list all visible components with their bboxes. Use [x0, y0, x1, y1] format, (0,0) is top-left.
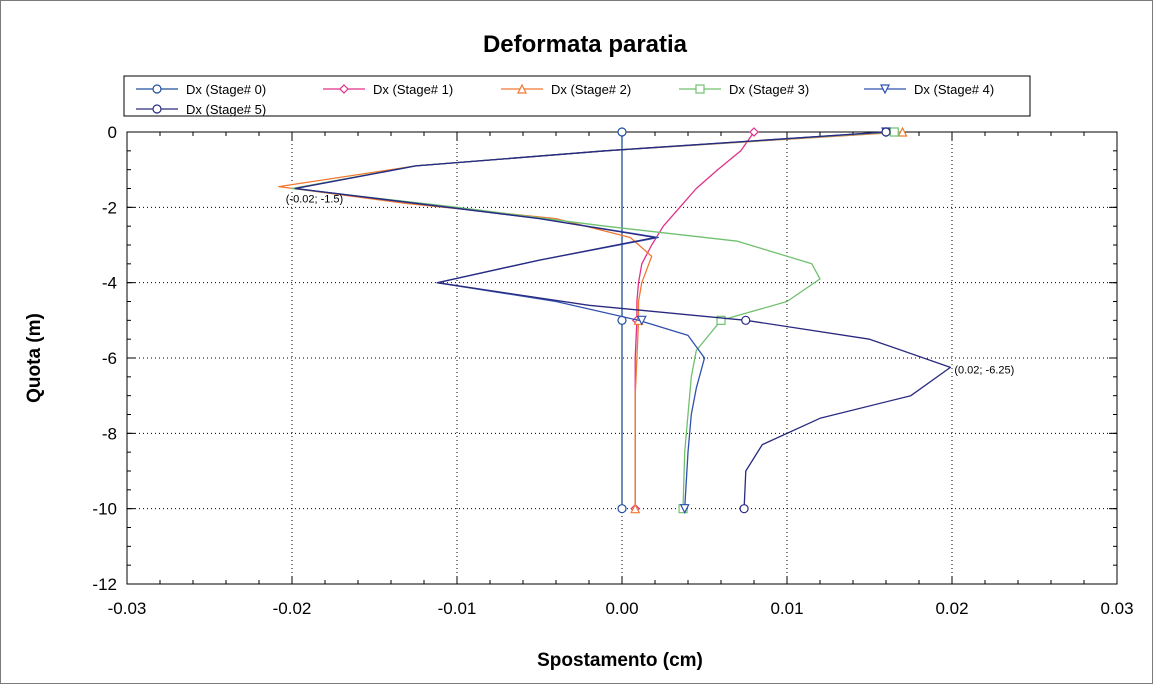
legend-marker: [339, 84, 349, 94]
x-tick-label: 0.03: [1100, 599, 1133, 618]
legend-label: Dx (Stage# 4): [914, 82, 994, 97]
legend-entry: Dx (Stage# 4): [864, 82, 994, 97]
legend-marker: [880, 84, 890, 95]
ticks: -0.03 -0.02 -0.01 0.00 0.01 0.02 0.03 0 -2 -4 -6 -8…: [92, 123, 1133, 618]
x-tick-label: -0.02: [273, 599, 312, 618]
data-point-marker: [630, 503, 641, 514]
legend-label: Dx (Stage# 2): [551, 82, 631, 97]
data-point-marker: [636, 315, 647, 326]
legend-entry: Dx (Stage# 3): [679, 82, 809, 97]
data-point-marker: [889, 127, 899, 137]
data-point-marker: [741, 315, 751, 325]
data-point-marker: [749, 127, 759, 137]
y-tick-label: -12: [92, 575, 117, 594]
x-tick-label: 0.01: [770, 599, 803, 618]
y-tick-label: -8: [102, 424, 117, 443]
legend-box: [123, 75, 1031, 117]
x-axis-title: Spostamento (cm): [537, 650, 703, 671]
y-axis-title: Quota (m): [24, 313, 45, 403]
legend-entry: Dx (Stage# 5): [136, 102, 266, 117]
legend-entry: Dx (Stage# 1): [323, 82, 453, 97]
data-point-marker: [739, 504, 749, 514]
data-point-marker: [679, 504, 690, 515]
series-line: [278, 131, 903, 509]
y-tick-label: -4: [102, 274, 117, 293]
y-tick-label: -6: [102, 349, 117, 368]
legend: Dx (Stage# 0) Dx (Stage# 1) Dx (Stage# 2) D…: [123, 75, 1031, 117]
x-tick-label: 0.00: [605, 599, 638, 618]
y-tick-label: -2: [102, 198, 117, 217]
legend-label: Dx (Stage# 0): [186, 82, 266, 97]
plot-area: -0.03 -0.02 -0.01 0.00 0.01 0.02 0.03 0 -2 -4 -6 -8…: [92, 123, 1133, 618]
legend-marker: [152, 104, 162, 114]
series-line: [294, 131, 952, 509]
series-layer: [278, 126, 952, 515]
data-label: (0.02; -6.25): [954, 364, 1014, 376]
series-5: [294, 127, 952, 514]
legend-label: Dx (Stage# 3): [729, 82, 809, 97]
x-tick-label: 0.02: [935, 599, 968, 618]
legend-label: Dx (Stage# 5): [186, 102, 266, 117]
legend-marker: [695, 84, 705, 94]
annotations: (-0.02; -1.5) (0.02; -6.25): [286, 194, 1015, 377]
data-point-marker: [881, 127, 891, 137]
legend-marker: [517, 83, 527, 94]
legend-entry: Dx (Stage# 2): [501, 82, 631, 97]
legend-marker: [152, 84, 162, 94]
data-point-marker: [897, 126, 908, 137]
data-point-marker: [617, 127, 627, 137]
x-tick-label: -0.01: [438, 599, 477, 618]
x-tick-label: -0.03: [108, 599, 147, 618]
series-2: [278, 126, 908, 514]
legend-label: Dx (Stage# 1): [373, 82, 453, 97]
data-point-marker: [716, 315, 726, 325]
chart-title: Deformata paratia: [483, 31, 688, 58]
y-tick-label: -10: [92, 500, 117, 519]
grid: [127, 132, 1117, 584]
y-tick-label: 0: [108, 123, 117, 142]
data-label: (-0.02; -1.5): [286, 194, 343, 206]
data-point-marker: [617, 504, 627, 514]
legend-entry: Dx (Stage# 0): [136, 82, 266, 97]
